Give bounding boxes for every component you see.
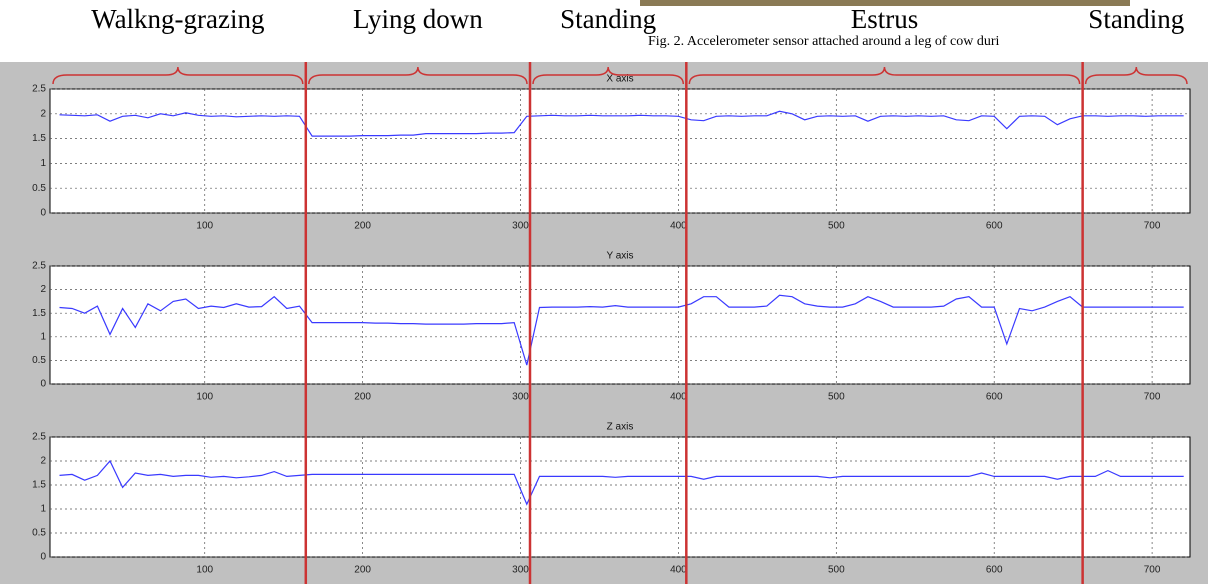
y-tick-label: 1.5	[32, 480, 46, 491]
y-tick-label: 2.5	[32, 261, 46, 272]
x-tick-label: 700	[1144, 392, 1161, 403]
y-tick-label: 1	[40, 158, 46, 169]
segment-label: Estrus	[851, 4, 919, 34]
y-tick-label: 2	[40, 456, 46, 467]
segment-label: Standing	[1088, 4, 1184, 34]
y-tick-label: 1.5	[32, 308, 46, 319]
y-tick-label: 2	[40, 108, 46, 119]
y-tick-label: 0	[40, 379, 46, 390]
y-tick-label: 2	[40, 284, 46, 295]
x-tick-label: 100	[196, 221, 213, 232]
x-tick-label: 400	[670, 392, 687, 403]
plot-area	[50, 89, 1190, 213]
x-tick-label: 300	[512, 221, 529, 232]
x-tick-label: 100	[196, 565, 213, 576]
x-tick-label: 600	[986, 392, 1003, 403]
y-tick-label: 1	[40, 331, 46, 342]
x-tick-label: 700	[1144, 565, 1161, 576]
x-tick-label: 500	[828, 565, 845, 576]
subplot-title: Y axis	[606, 251, 633, 262]
segment-label: Walkng-grazing	[91, 4, 264, 34]
x-tick-label: 500	[828, 221, 845, 232]
subplot-title: Z axis	[607, 422, 634, 433]
x-tick-label: 300	[512, 565, 529, 576]
x-tick-label: 200	[354, 392, 371, 403]
plot-area	[50, 437, 1190, 557]
x-tick-label: 500	[828, 392, 845, 403]
y-tick-label: 0.5	[32, 528, 46, 539]
x-tick-label: 400	[670, 221, 687, 232]
caption: Fig. 2. Accelerometer sensor attached ar…	[648, 34, 1000, 49]
segment-label: Standing	[560, 4, 656, 34]
x-tick-label: 200	[354, 565, 371, 576]
x-tick-label: 700	[1144, 221, 1161, 232]
segment-label: Lying down	[353, 4, 483, 34]
y-tick-label: 0.5	[32, 183, 46, 194]
y-tick-label: 2.5	[32, 84, 46, 95]
x-tick-label: 200	[354, 221, 371, 232]
y-tick-label: 1.5	[32, 133, 46, 144]
y-tick-label: 2.5	[32, 432, 46, 443]
page: {"annotations": {"labels": ["Walkng-graz…	[0, 0, 1208, 584]
y-tick-label: 0	[40, 552, 46, 563]
y-tick-label: 1	[40, 504, 46, 515]
x-tick-label: 300	[512, 392, 529, 403]
y-tick-label: 0.5	[32, 355, 46, 366]
figure: X axis00.511.522.5100200300400500600700Y…	[0, 0, 1208, 584]
plot-area	[50, 266, 1190, 384]
y-tick-label: 0	[40, 208, 46, 219]
x-tick-label: 100	[196, 392, 213, 403]
x-tick-label: 600	[986, 565, 1003, 576]
x-tick-label: 600	[986, 221, 1003, 232]
x-tick-label: 400	[670, 565, 687, 576]
